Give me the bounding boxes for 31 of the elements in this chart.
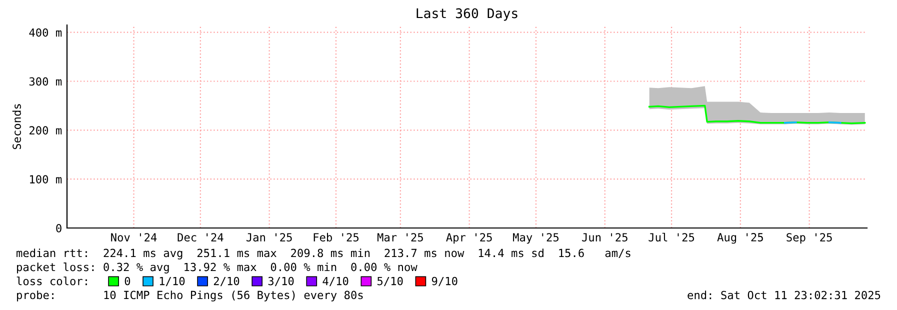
y-tick-label: 300 m — [29, 77, 62, 86]
x-tick-label: Jun '25 — [582, 233, 628, 242]
text: end: Sat Oct 11 23:02:31 2025 — [688, 290, 880, 300]
text: packet loss: 0.32 % avg 13.92 % max 0.00 % min 0.00 % now — [17, 262, 418, 274]
x-tick-label: Sep '25 — [786, 233, 832, 244]
x-tick-label: Apr '25 — [446, 233, 492, 244]
x-tick-label: Nov '24 — [111, 233, 157, 242]
x-tick-label: Dec '24 — [178, 233, 224, 242]
legend-title: loss color: — [16, 276, 87, 286]
text: probe: 10 ICMP Echo Pings (56 Bytes) every 80s — [17, 290, 363, 302]
y-tick-label: 400 m — [29, 28, 62, 37]
y-tick-label: 0 — [56, 224, 62, 232]
x-tick-label: Feb '25 — [314, 232, 359, 242]
x-tick-label: Aug '25 — [717, 233, 763, 244]
x-tick-label: Jan '25 — [246, 233, 292, 242]
x-tick-label: May '25 — [513, 233, 559, 244]
line-series — [648, 104, 866, 124]
y-axis-title: Seconds — [12, 104, 21, 150]
x-tick-label: Jul '25 — [648, 232, 694, 242]
legend-label: 5/10 — [377, 276, 403, 286]
y-tick-label: 100 m — [30, 175, 62, 184]
text: median rtt: 224.1 ms avg 251.1 ms max 209.8 ms min 213.7 ms now 14.4 ms sd 15.6 am/s — [16, 248, 630, 260]
legend-label: 0 — [124, 276, 130, 286]
chart-title: Last 360 Days — [416, 8, 518, 21]
legend-label: 9/10 — [432, 276, 458, 286]
y-tick-label: 200 m — [30, 126, 62, 135]
legend-label: 1/10 — [160, 276, 185, 286]
legend-label: 3/10 — [268, 276, 294, 286]
legend-label: 2/10 — [214, 276, 240, 286]
legend-label: 4/10 — [322, 276, 348, 286]
x-tick-label: Mar '25 — [377, 233, 423, 242]
